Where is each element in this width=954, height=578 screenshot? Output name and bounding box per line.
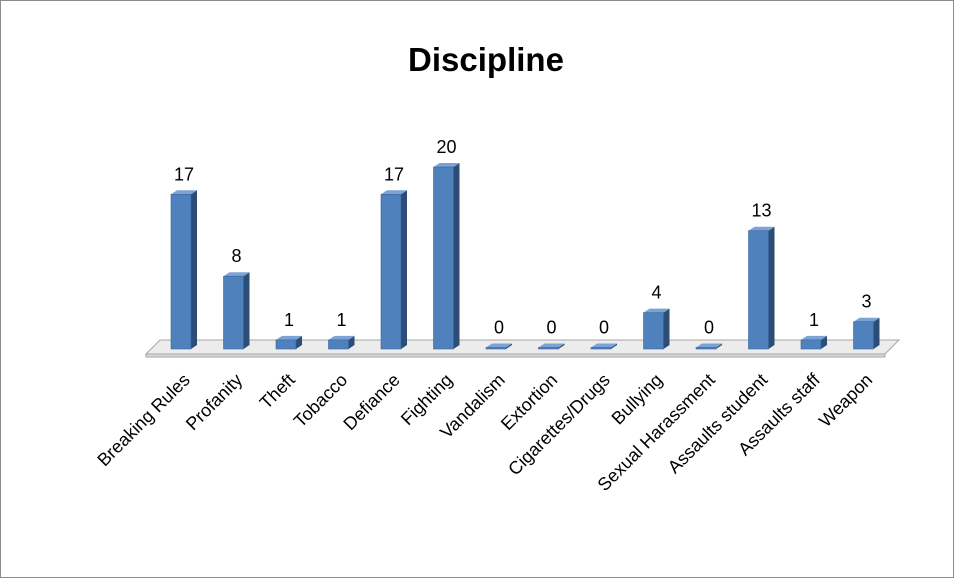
bar-front [485, 347, 507, 350]
data-label-theft: 1 [284, 310, 294, 330]
tick-label-theft: Theft [256, 370, 299, 413]
bar-breaking-rules [170, 190, 197, 350]
bar-top [486, 343, 512, 348]
bar-top [381, 190, 407, 195]
data-label-cigarettes-drugs: 0 [599, 318, 609, 338]
data-label-assaults-staff: 1 [809, 310, 819, 330]
tick-label-profanity: Profanity [182, 370, 246, 434]
bar-top [801, 335, 827, 340]
chart-title: Discipline [408, 41, 564, 78]
bar-top [328, 335, 355, 340]
tick-label-defiance: Defiance [339, 370, 403, 434]
bar-front [433, 166, 454, 350]
bar-top [748, 226, 775, 231]
bar-side [663, 308, 670, 349]
bar-side [768, 226, 775, 349]
data-label-profanity: 8 [231, 246, 241, 266]
data-label-assaults-student: 13 [751, 201, 771, 221]
chart-floor [144, 339, 901, 358]
bar-top [591, 343, 617, 348]
data-label-weapon: 3 [861, 292, 871, 312]
bar-front [538, 347, 559, 350]
bar-fighting [433, 163, 460, 350]
bar-cigarettes-drugs [590, 343, 617, 350]
bar-side [401, 190, 407, 349]
bar-front [643, 312, 664, 350]
bar-front [223, 275, 244, 350]
data-label-vandalism: 0 [494, 318, 504, 338]
bar-side [453, 163, 460, 349]
bar-side [506, 343, 512, 349]
bar-defiance [380, 190, 407, 350]
bar-sexual-harassment [695, 343, 722, 350]
tick-label-breaking-rules: Breaking Rules [93, 370, 193, 470]
bar-side [558, 343, 565, 349]
floor-front [145, 353, 886, 358]
bar-top [171, 190, 197, 195]
bar-theft [275, 335, 302, 350]
data-label-sexual-harassment: 0 [704, 318, 714, 338]
data-label-bullying: 4 [651, 283, 661, 303]
bar-front [275, 339, 297, 350]
bar-side [873, 317, 880, 349]
bar-front [380, 194, 402, 350]
bar-assaults-staff [800, 335, 827, 350]
bar-profanity [223, 272, 250, 350]
bar-front [328, 339, 349, 350]
floor-top [144, 339, 901, 355]
tick-label-weapon: Weapon [815, 370, 876, 431]
bar-side [243, 272, 250, 349]
bar-front [800, 339, 822, 350]
bar-weapon [853, 317, 880, 350]
bar-side [348, 335, 355, 349]
bar-vandalism [485, 343, 512, 350]
bar-extortion [538, 343, 565, 350]
bar-bullying [643, 308, 670, 350]
data-label-breaking-rules: 17 [174, 164, 194, 184]
bar-side [821, 335, 827, 349]
bar-top [538, 343, 565, 348]
bar-top [643, 308, 670, 313]
bar-side [716, 343, 722, 349]
bar-tobacco [328, 335, 355, 350]
data-label-defiance: 17 [384, 164, 404, 184]
bar-front [170, 194, 192, 350]
bar-side [191, 190, 197, 349]
data-label-extortion: 0 [546, 318, 556, 338]
bar-top [853, 317, 880, 322]
bar-top [223, 272, 250, 277]
bar-front [748, 230, 769, 350]
bar-top [696, 343, 722, 348]
bar-top [276, 335, 302, 340]
bar-side [296, 335, 302, 349]
data-label-fighting: 20 [436, 137, 456, 157]
bars-group [170, 163, 880, 350]
bar-front [695, 347, 717, 350]
data-label-tobacco: 1 [336, 310, 346, 330]
bar-front [853, 321, 874, 350]
bar-top [433, 163, 460, 167]
bar-side [611, 343, 617, 349]
bar-assaults-student [748, 226, 775, 350]
bar-front [590, 347, 612, 350]
